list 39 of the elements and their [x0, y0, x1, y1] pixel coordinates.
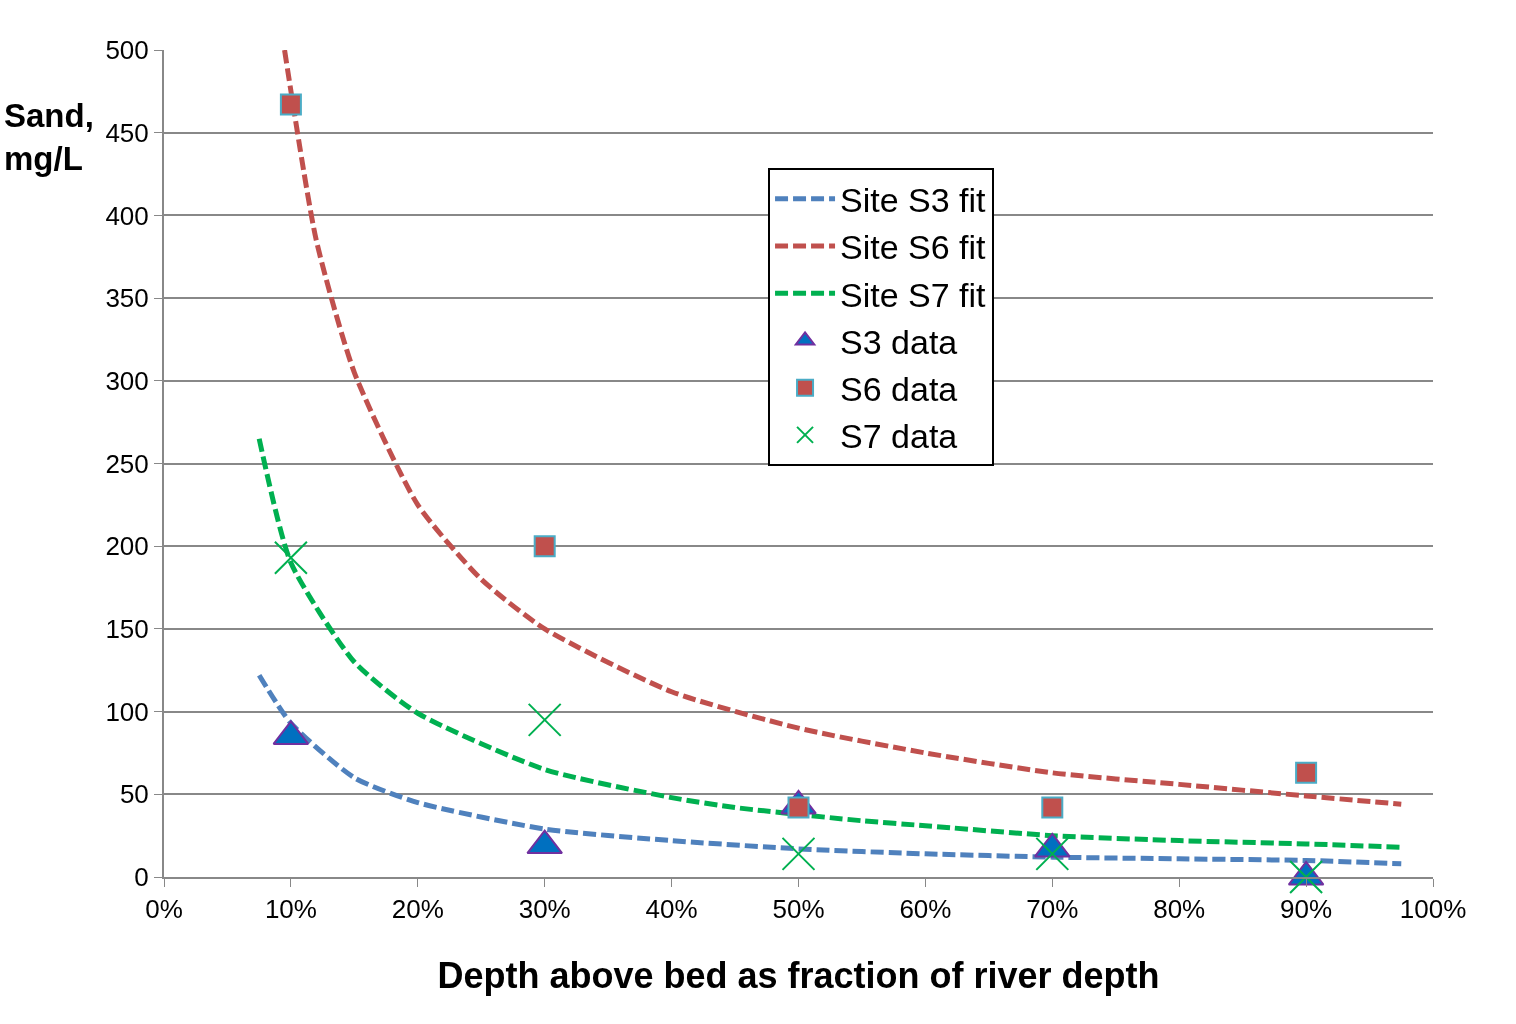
point [781, 836, 816, 871]
y-tick-label: 450 [105, 117, 149, 148]
x-tick-label: 90% [1280, 894, 1333, 925]
point [1295, 761, 1318, 784]
x-tick-label: 40% [645, 894, 698, 925]
y-tick-label: 0 [134, 862, 149, 893]
x-tick-label: 10% [264, 894, 317, 925]
legend-label: S3 data [840, 322, 958, 361]
legend-label: S7 data [840, 417, 958, 456]
x-tick-label: 70% [1026, 894, 1079, 925]
y-tick-label: 100 [105, 696, 149, 727]
y-tick-label: 300 [105, 365, 149, 396]
legend-label: S6 data [840, 369, 958, 408]
x-tick-label: 60% [899, 894, 952, 925]
y-tick-label: 200 [105, 531, 149, 562]
point [279, 93, 302, 116]
point [533, 535, 556, 558]
point [527, 702, 562, 737]
point [1289, 860, 1324, 894]
x-tick-label: 30% [518, 894, 571, 925]
legend-label: Site S3 fit [840, 181, 987, 220]
point [1035, 836, 1070, 871]
legend-label: Site S7 fit [840, 275, 987, 314]
x-tick-label: 80% [1153, 894, 1206, 925]
x-tick-label: 20% [391, 894, 444, 925]
x-tick-label: 100% [1399, 894, 1467, 925]
legend-label: Site S6 fit [840, 228, 987, 267]
x-axis-title: Depth above bed as fraction of river depth [437, 955, 1160, 997]
y-axis-title: Sand, mg/L [4, 97, 94, 177]
y-tick-label: 350 [105, 283, 149, 314]
y-tick-label: 400 [105, 200, 149, 231]
y-tick-label: 250 [105, 448, 149, 479]
y-tick-label: 150 [105, 614, 149, 644]
x-tick-label: 50% [772, 894, 825, 925]
point [1041, 796, 1064, 819]
y-tick-label: 50 [119, 779, 149, 810]
point [273, 540, 308, 575]
y-tick-label: 500 [105, 35, 149, 66]
x-tick-label: 0% [145, 894, 183, 925]
